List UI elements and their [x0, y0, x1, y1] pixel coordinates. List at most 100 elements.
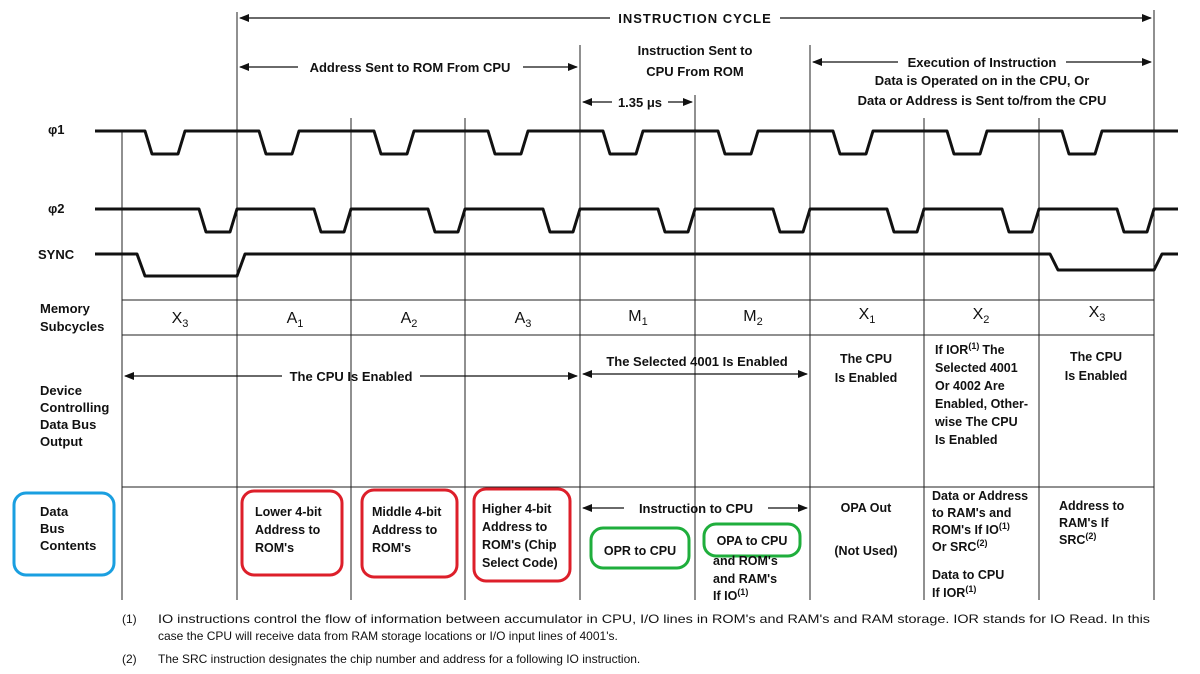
- svg-text:Controlling: Controlling: [40, 400, 109, 415]
- cpu-enabled-arrow: The CPU Is Enabled: [124, 369, 578, 384]
- svg-text:Address to: Address to: [482, 520, 548, 534]
- svg-text:ROM's: ROM's: [372, 541, 411, 555]
- execution-line-1: Execution of Instruction: [908, 55, 1057, 70]
- subcycle-a2: A2: [401, 310, 418, 330]
- subcycle-x1: X1: [859, 306, 876, 326]
- svg-text:Lower 4-bit: Lower 4-bit: [255, 505, 323, 519]
- sync-waveform: [95, 252, 1178, 278]
- x2-device-text: If IOR(1) The Selected 4001 Or 4002 Are E…: [934, 341, 1028, 447]
- execution-line-3: Data or Address is Sent to/from the CPU: [858, 93, 1107, 108]
- memory-label-1: Memory: [40, 301, 91, 316]
- svg-text:OPA to CPU: OPA to CPU: [717, 534, 788, 548]
- svg-text:If IOR(1)The: If IOR(1) The: [935, 341, 1005, 357]
- instruction-sent-line-1: Instruction Sent to: [638, 43, 753, 58]
- footnotes: (1) IO instructions control the flow of …: [122, 612, 1150, 666]
- svg-text:and ROM's: and ROM's: [713, 554, 778, 568]
- svg-text:Select Code): Select Code): [482, 556, 558, 570]
- svg-text:ROM's If IO(1): ROM's If IO(1): [932, 521, 1010, 537]
- svg-text:Data to CPU: Data to CPU: [932, 568, 1004, 582]
- x1-device-text: The CPU Is Enabled: [835, 352, 898, 385]
- svg-text:The CPU: The CPU: [1070, 350, 1122, 364]
- cpu-enabled-span-label: The CPU Is Enabled: [290, 369, 413, 384]
- memory-label-2: Subcycles: [40, 319, 104, 334]
- a1-highlight: [240, 489, 344, 577]
- sync-label: SYNC: [38, 247, 75, 262]
- a3-bus-text: Higher 4-bit Address to ROM's (Chip Sele…: [482, 502, 558, 570]
- a2-bus-text: Middle 4-bit Address to ROM's: [372, 505, 442, 555]
- svg-text:to RAM's and: to RAM's and: [932, 506, 1011, 520]
- bus-label: Data Bus Contents: [40, 504, 96, 553]
- svg-text:ROM's (Chip: ROM's (Chip: [482, 538, 557, 552]
- subcycle-boundaries: [121, 10, 1155, 600]
- subcycle-labels: X3 A1 A2 A3 M1 M2 X1 X2 X3: [172, 304, 1106, 330]
- svg-text:Or SRC(2): Or SRC(2): [932, 538, 987, 554]
- svg-text:Middle 4-bit: Middle 4-bit: [372, 505, 442, 519]
- footnote-1-line-2: case the CPU will receive data from RAM …: [158, 629, 618, 643]
- x1-bus-text: OPA Out (Not Used): [834, 501, 897, 558]
- svg-text:Address to: Address to: [372, 523, 438, 537]
- footnote-2-line: The SRC instruction designates the chip …: [158, 652, 640, 666]
- svg-text:(Not Used): (Not Used): [834, 544, 897, 558]
- svg-text:If IO(1): If IO(1): [713, 587, 748, 603]
- phi1-waveform: [95, 129, 1178, 156]
- svg-text:Selected 4001: Selected 4001: [935, 361, 1018, 375]
- opr-highlight: [589, 526, 691, 570]
- svg-text:Bus: Bus: [40, 521, 65, 536]
- address-sent-arrow: Address Sent to ROM From CPU: [239, 60, 578, 75]
- a2-highlight: [360, 488, 459, 579]
- svg-text:Or 4002 Are: Or 4002 Are: [935, 379, 1005, 393]
- x2-bus-text: Data or Address to RAM's and ROM's If IO…: [932, 489, 1028, 600]
- phi1-label: φ1: [48, 122, 65, 137]
- svg-text:Data: Data: [40, 504, 69, 519]
- svg-text:RAM's If: RAM's If: [1059, 516, 1109, 530]
- subcycle-a3: A3: [515, 310, 532, 330]
- svg-text:Data or Address: Data or Address: [932, 489, 1028, 503]
- subcycle-a1: A1: [287, 310, 304, 330]
- x3-bus-text: Address to RAM's If SRC(2): [1059, 499, 1125, 547]
- subcycle-m2: M2: [743, 308, 762, 328]
- instruction-cycle-label: INSTRUCTION CYCLE: [618, 11, 772, 26]
- footnote-1-number: (1): [122, 612, 137, 626]
- svg-text:Higher 4-bit: Higher 4-bit: [482, 502, 552, 516]
- bus-label-highlight: [12, 491, 116, 577]
- svg-text:Enabled, Other-: Enabled, Other-: [935, 397, 1028, 411]
- row-separators: [122, 299, 1154, 488]
- execution-line-2: Data is Operated on in the CPU, Or: [875, 73, 1090, 88]
- svg-text:Device: Device: [40, 383, 82, 398]
- svg-text:Is Enabled: Is Enabled: [935, 433, 998, 447]
- instruction-cycle-arrow: INSTRUCTION CYCLE: [239, 11, 1152, 26]
- subcycle-m1: M1: [628, 308, 647, 328]
- execution-header: Execution of Instruction Data is Operate…: [812, 55, 1152, 108]
- phi2-label: φ2: [48, 201, 65, 216]
- opr-to-cpu-text: OPR to CPU: [604, 544, 676, 558]
- phi2-waveform: [95, 207, 1178, 234]
- svg-text:Address to: Address to: [1059, 499, 1125, 513]
- svg-text:SRC(2): SRC(2): [1059, 531, 1096, 547]
- svg-text:Is Enabled: Is Enabled: [835, 371, 898, 385]
- svg-text:If IOR(1): If IOR(1): [932, 584, 976, 600]
- address-sent-label: Address Sent to ROM From CPU: [310, 60, 511, 75]
- instruction-sent-line-2: CPU From ROM: [646, 64, 744, 79]
- svg-text:Is Enabled: Is Enabled: [1065, 369, 1128, 383]
- svg-text:ROM's: ROM's: [255, 541, 294, 555]
- subcycle-x3-last: X3: [1089, 304, 1106, 324]
- selected-4001-arrow: The Selected 4001 Is Enabled: [582, 354, 808, 378]
- svg-text:Contents: Contents: [40, 538, 96, 553]
- instruction-to-cpu-label: Instruction to CPU: [639, 501, 753, 516]
- svg-text:OPA Out: OPA Out: [841, 501, 893, 515]
- device-label: Device Controlling Data Bus Output: [40, 383, 109, 449]
- svg-text:Output: Output: [40, 434, 83, 449]
- svg-text:wise The CPU: wise The CPU: [934, 415, 1018, 429]
- footnote-2-number: (2): [122, 652, 137, 666]
- period-label: 1.35 μs: [618, 95, 662, 110]
- a3-highlight: [472, 487, 572, 583]
- selected-4001-label: The Selected 4001 Is Enabled: [606, 354, 787, 369]
- subcycle-x3-first: X3: [172, 310, 189, 330]
- m2-bus-text: OPA to CPU and ROM's and RAM's If IO(1): [713, 534, 787, 603]
- svg-text:The CPU: The CPU: [840, 352, 892, 366]
- svg-text:Address to: Address to: [255, 523, 321, 537]
- a1-bus-text: Lower 4-bit Address to ROM's: [255, 505, 323, 555]
- subcycle-x2: X2: [973, 306, 990, 326]
- svg-text:and RAM's: and RAM's: [713, 572, 777, 586]
